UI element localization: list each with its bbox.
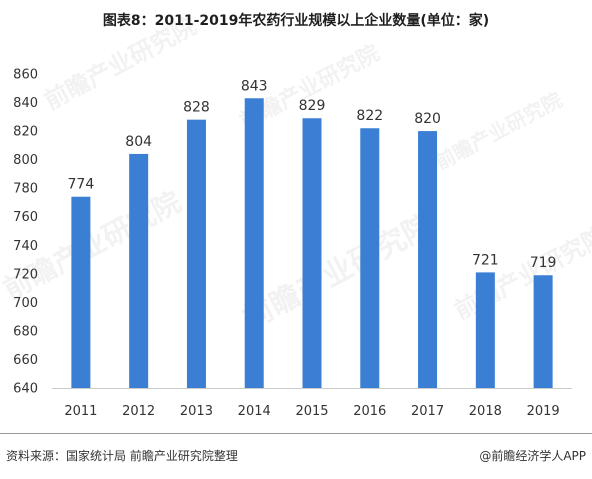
y-tick-label: 660 bbox=[13, 353, 38, 368]
data-labels: 774 804 828 843 829 822 820 721 719 bbox=[68, 78, 557, 271]
chart-title: 图表8：2011-2019年农药行业规模以上企业数量(单位：家) bbox=[102, 13, 490, 29]
footer-divider bbox=[0, 433, 592, 434]
y-tick-label: 780 bbox=[13, 182, 38, 197]
bar-value-label: 843 bbox=[241, 78, 268, 94]
x-tick-label: 2017 bbox=[411, 404, 444, 419]
x-tick-label: 2013 bbox=[180, 404, 213, 419]
bar-value-label: 820 bbox=[414, 111, 441, 127]
watermark-text: 前瞻产业研究院 bbox=[237, 208, 439, 337]
x-axis-tick-labels: 2011 2012 2013 2014 2015 2016 2017 2018 2019 bbox=[64, 404, 559, 419]
bar bbox=[533, 275, 553, 388]
y-tick-label: 800 bbox=[13, 153, 38, 168]
bar bbox=[244, 98, 264, 388]
bar-value-label: 804 bbox=[125, 134, 152, 150]
watermark-text: 前瞻产业研究院 bbox=[40, 12, 201, 116]
x-tick-label: 2014 bbox=[238, 404, 271, 419]
x-tick-label: 2019 bbox=[527, 404, 560, 419]
bar bbox=[71, 196, 91, 388]
brand-credit: @前瞻经济学人APP bbox=[479, 449, 586, 463]
y-tick-label: 760 bbox=[13, 210, 38, 225]
x-tick-label: 2011 bbox=[64, 404, 97, 419]
bar-value-label: 822 bbox=[356, 108, 383, 124]
watermark-text: 前瞻产业研究院 bbox=[431, 87, 566, 174]
bar bbox=[418, 131, 438, 388]
y-tick-label: 720 bbox=[13, 267, 38, 282]
bar bbox=[475, 272, 495, 388]
x-tick-label: 2015 bbox=[295, 404, 328, 419]
bar bbox=[360, 128, 380, 388]
y-tick-label: 680 bbox=[13, 324, 38, 339]
bar bbox=[186, 119, 206, 388]
bar-value-label: 719 bbox=[530, 255, 557, 271]
bar-series bbox=[71, 98, 553, 388]
x-tick-label: 2018 bbox=[469, 404, 502, 419]
y-tick-label: 820 bbox=[13, 125, 38, 140]
y-tick-label: 700 bbox=[13, 296, 38, 311]
y-tick-label: 860 bbox=[13, 68, 38, 83]
bar-value-label: 828 bbox=[183, 100, 210, 116]
bar bbox=[302, 118, 322, 388]
x-tick-label: 2012 bbox=[122, 404, 155, 419]
x-tick-label: 2016 bbox=[353, 404, 386, 419]
y-tick-label: 740 bbox=[13, 239, 38, 254]
bar bbox=[129, 153, 149, 388]
y-tick-label: 840 bbox=[13, 96, 38, 111]
watermark-text: 前瞻产业研究院 bbox=[450, 222, 592, 326]
y-axis-tick-labels: 640 660 680 700 720 740 760 780 800 820 840 860 bbox=[13, 68, 38, 397]
bar-value-label: 774 bbox=[68, 177, 95, 193]
bar-value-label: 829 bbox=[299, 98, 326, 114]
y-tick-label: 640 bbox=[13, 382, 38, 397]
bar-value-label: 721 bbox=[472, 252, 499, 268]
source-note: 资料来源：国家统计局 前瞻产业研究院整理 bbox=[6, 449, 238, 463]
